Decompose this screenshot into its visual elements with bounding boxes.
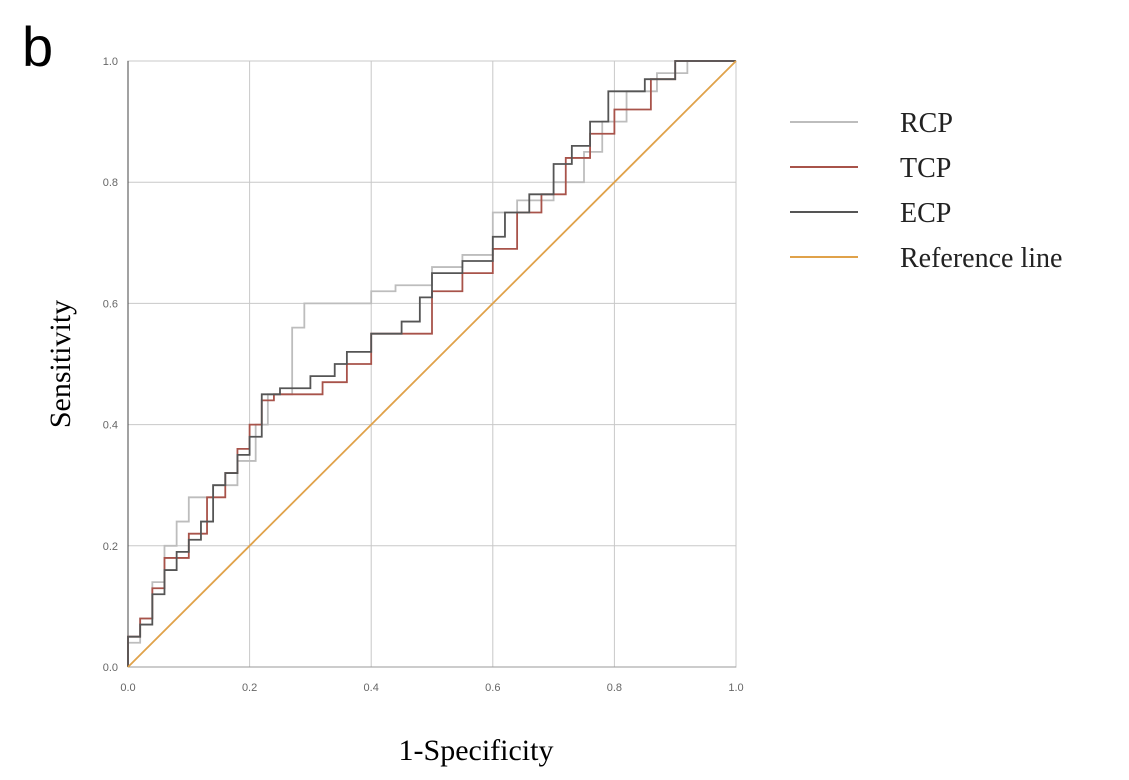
- x-tick-label: 0.4: [364, 682, 379, 694]
- y-tick-label: 0.2: [103, 541, 118, 553]
- y-tick-label: 0.0: [103, 662, 118, 674]
- x-tick-label: 0.2: [242, 682, 257, 694]
- y-tick-label: 0.6: [103, 298, 118, 310]
- y-tick-label: 1.0: [103, 56, 118, 68]
- x-tick-label: 0.0: [120, 682, 135, 694]
- roc-curve: [127, 60, 736, 667]
- x-tick-label: 0.8: [607, 682, 622, 694]
- roc-curve: [127, 60, 736, 667]
- roc-curve: [127, 60, 736, 667]
- x-axis-label: 1-Specificity: [399, 734, 554, 767]
- x-tick-label: 1.0: [728, 682, 743, 694]
- legend-label: TCP: [900, 153, 951, 184]
- legend-label: ECP: [900, 198, 951, 229]
- x-tick-label: 0.6: [485, 682, 500, 694]
- panel-label: b: [22, 15, 53, 78]
- y-tick-label: 0.4: [103, 420, 118, 432]
- y-tick-label: 0.8: [103, 177, 118, 189]
- roc-curve: [127, 60, 737, 668]
- legend-label: Reference line: [900, 243, 1062, 274]
- legend-label: RCP: [900, 108, 953, 139]
- y-axis-label: Sensitivity: [44, 300, 77, 428]
